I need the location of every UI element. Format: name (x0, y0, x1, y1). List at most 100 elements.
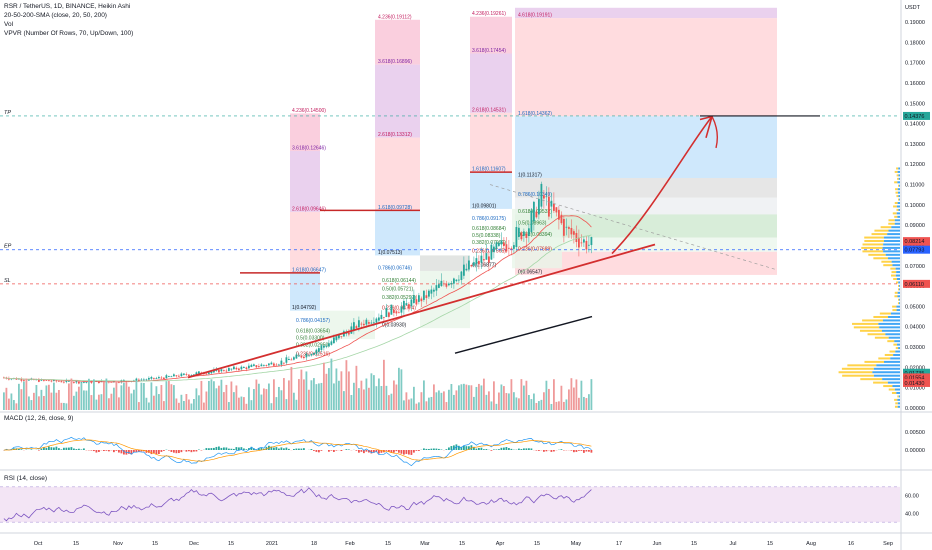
candle (168, 376, 170, 377)
macd-histogram-bar (163, 450, 165, 451)
volume-bar (108, 398, 110, 410)
volume-bar (335, 368, 338, 410)
candle (500, 240, 503, 245)
volume-bar (525, 380, 528, 410)
volume-bar (275, 397, 278, 410)
macd-histogram-bar (485, 449, 488, 450)
vpvr-down (897, 405, 900, 408)
volume-bar (313, 378, 315, 410)
volume-bar (115, 380, 118, 410)
sma-20-line (3, 215, 592, 383)
candle (570, 227, 573, 235)
macd-histogram-bar (48, 446, 50, 450)
vpvr-down (896, 305, 900, 308)
macd-histogram-bar (105, 450, 108, 451)
candle (218, 369, 220, 373)
time-tick: May (571, 541, 582, 547)
vpvr-up (895, 188, 898, 191)
volume-bar (425, 401, 428, 410)
vpvr-up (888, 388, 895, 391)
candle (588, 244, 590, 246)
macd-histogram-bar (288, 448, 290, 450)
candle (180, 373, 183, 377)
volume-bar (430, 396, 433, 410)
volume-bar (105, 378, 108, 410)
vpvr-down (897, 295, 900, 298)
candle (193, 374, 195, 376)
macd-histogram-bar (590, 450, 593, 453)
fib-label: 0.5(0.03300) (296, 335, 325, 341)
vpvr-up (881, 260, 892, 263)
vpvr-up (894, 398, 898, 401)
candle (85, 381, 88, 383)
volume-bar (33, 392, 35, 410)
macd-histogram-bar (475, 448, 478, 450)
candle (280, 360, 283, 365)
price-tag: 0.06110 (905, 282, 924, 288)
volume-bar (78, 386, 80, 410)
trendline-support (187, 243, 656, 379)
candle (370, 322, 373, 324)
vpvr-down (884, 360, 900, 363)
macd-histogram-bar (480, 447, 483, 450)
fib-zone-4-red (515, 18, 777, 117)
vpvr-up (897, 395, 899, 398)
macd-histogram-bar (273, 447, 275, 450)
price-tick: 0.16000 (905, 81, 925, 87)
candle (278, 364, 280, 366)
candle (60, 381, 63, 383)
price-tag: 0.01430 (905, 381, 925, 387)
price-tick: 0.19000 (905, 20, 925, 26)
volume-bar (498, 392, 500, 410)
fib-zone-4-lgrey (515, 197, 777, 215)
vpvr-up (895, 347, 899, 350)
candle (38, 379, 40, 382)
fib-zone-2-purple (375, 64, 420, 138)
candle (360, 323, 363, 325)
fib-zone-4-purple (515, 7, 777, 19)
price-axis: 0.19000 0.18000 0.17000 0.16000 0.15000 0.140… (903, 5, 930, 412)
vpvr-up (864, 236, 884, 239)
volume-bar (385, 385, 388, 410)
macd-histogram-bar (445, 449, 448, 450)
vpvr-up (862, 250, 884, 253)
fib-label: 0.618(0.08684) (472, 226, 506, 232)
candle (150, 377, 153, 379)
macd-histogram-bar (245, 449, 248, 450)
volume-bar (245, 403, 248, 410)
macd-histogram-bar (218, 446, 220, 450)
fib-zone-1-red (290, 211, 320, 273)
candle (313, 352, 315, 355)
volume-bar (85, 390, 88, 410)
time-tick: Oct (34, 541, 43, 547)
candle (405, 303, 408, 306)
candle (63, 381, 65, 383)
volume-bar (420, 392, 423, 410)
volume-bar (228, 402, 230, 410)
candle (348, 332, 350, 335)
candle (230, 368, 233, 370)
volume-bar (185, 394, 188, 410)
candle (525, 233, 528, 238)
vpvr-up (896, 174, 899, 177)
candle (580, 242, 583, 244)
macd-histogram-bar (518, 448, 520, 450)
macd-histogram-bar (375, 450, 378, 452)
macd-histogram-bar (530, 448, 533, 450)
fib-label: 0.5(0.08338) (472, 233, 501, 239)
candle (398, 312, 400, 314)
vpvr-up (892, 309, 897, 312)
vpvr-up (895, 402, 898, 405)
volume-bar (153, 395, 155, 410)
volume-bar (215, 388, 218, 410)
vpvr-up (887, 340, 895, 343)
vpvr-down (898, 195, 900, 198)
volume-bar (463, 383, 465, 410)
volume-bar (250, 400, 253, 410)
macd-histogram-bar (295, 448, 298, 450)
fib-label: 0.618(0.09532) (518, 209, 552, 215)
macd-histogram-bar (470, 445, 473, 450)
vpvr-down (893, 353, 900, 356)
candle (415, 299, 418, 305)
